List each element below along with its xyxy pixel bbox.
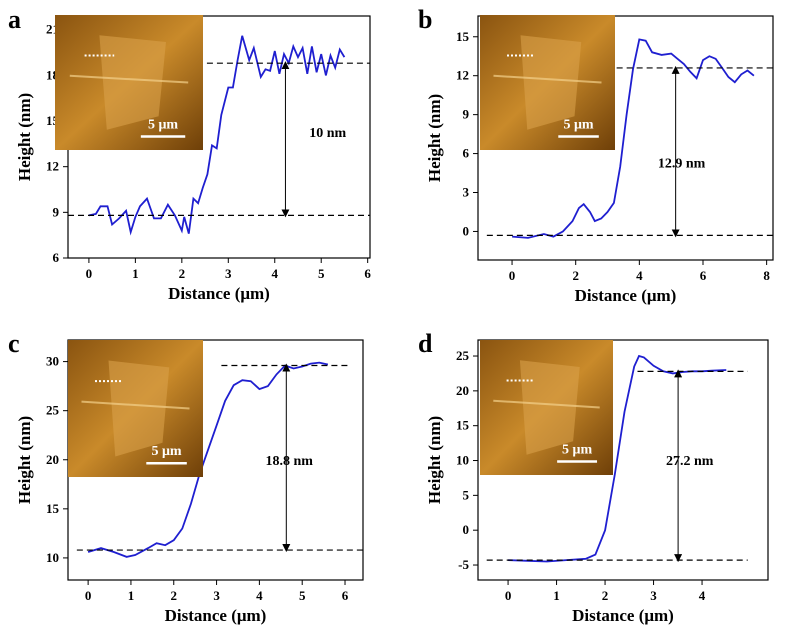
y-tick-label: 15 [456, 29, 470, 44]
y-axis-label: Height (nm) [425, 94, 444, 182]
x-tick-label: 3 [213, 588, 220, 603]
y-axis-label: Height (nm) [15, 416, 34, 504]
profile-line [87, 361, 329, 558]
scale-bar-label: 5 μm [563, 117, 593, 132]
x-tick-label: 4 [256, 588, 263, 603]
afm-feature [493, 399, 600, 409]
x-axis-label: Distance (μm) [572, 606, 674, 625]
x-axis-label: Distance (μm) [165, 606, 267, 625]
y-axis-label: Height (nm) [425, 416, 444, 504]
y-axis-label: Height (nm) [15, 93, 34, 181]
y-tick-label: 20 [456, 383, 469, 398]
afm-flake [520, 35, 582, 130]
afm-feature [493, 74, 602, 84]
x-tick-label: 4 [272, 266, 279, 281]
x-tick-label: 6 [364, 266, 371, 281]
x-tick-label: 0 [85, 588, 92, 603]
x-tick-label: 1 [553, 588, 560, 603]
scale-bar-label: 5 μm [151, 444, 181, 459]
y-tick-label: 25 [46, 403, 60, 418]
profile-line [88, 35, 346, 236]
x-tick-label: 1 [132, 266, 139, 281]
y-tick-label: 25 [456, 348, 470, 363]
x-tick-label: 4 [699, 588, 706, 603]
panel-label: c [8, 329, 20, 358]
x-tick-label: 0 [505, 588, 512, 603]
afm-flake [519, 360, 580, 455]
y-tick-label: 0 [463, 522, 470, 537]
panel: 0 1 2 3 4 5 6 10 15 20 25 30 Distance (μm) Height (nm… [8, 329, 364, 625]
afm-flake [108, 360, 170, 457]
plot-frame [477, 15, 774, 261]
y-tick-label: 9 [463, 107, 470, 122]
y-tick-label: 20 [46, 452, 59, 467]
step-height-annotation: 27.2 nm [666, 454, 714, 469]
step-height-annotation: 10 nm [309, 126, 346, 141]
y-tick-label: 30 [46, 354, 59, 369]
y-tick-label: 9 [53, 204, 60, 219]
y-tick-label: -5 [458, 557, 469, 572]
y-tick-label: 0 [463, 223, 470, 238]
y-tick-label: 12 [456, 68, 469, 83]
x-tick-label: 3 [225, 266, 232, 281]
panel: 0 2 4 6 8 0 3 6 9 12 15 Distance (μm) Height (nm) b 12… [418, 5, 774, 305]
afm-feature [81, 400, 190, 410]
profile-line [512, 38, 755, 239]
x-tick-label: 2 [171, 588, 178, 603]
x-tick-label: 2 [572, 268, 579, 283]
y-tick-label: 15 [46, 501, 60, 516]
x-tick-label: 5 [299, 588, 306, 603]
x-tick-label: 6 [342, 588, 349, 603]
afm-flake [99, 35, 166, 130]
y-tick-label: 10 [46, 550, 59, 565]
y-tick-label: 12 [46, 159, 59, 174]
x-axis-label: Distance (μm) [168, 284, 270, 303]
scale-bar-label: 5 μm [562, 442, 592, 457]
x-tick-label: 4 [636, 268, 643, 283]
plot-frame [477, 339, 769, 581]
y-tick-label: 6 [463, 146, 470, 161]
step-height-annotation: 12.9 nm [658, 156, 706, 171]
y-tick-label: 6 [53, 250, 60, 265]
x-axis-label: Distance (μm) [575, 286, 677, 305]
x-tick-label: 8 [763, 268, 770, 283]
y-tick-label: 15 [456, 418, 470, 433]
y-tick-label: 10 [456, 453, 469, 468]
panel-label: d [418, 329, 433, 358]
x-tick-label: 2 [179, 266, 186, 281]
scale-bar-label: 5 μm [148, 117, 178, 132]
step-height-annotation: 18.8 nm [266, 454, 314, 469]
panel-label: a [8, 5, 21, 34]
x-tick-label: 5 [318, 266, 325, 281]
x-tick-label: 0 [86, 266, 93, 281]
x-tick-label: 0 [509, 268, 516, 283]
y-tick-label: 3 [463, 185, 470, 200]
x-tick-label: 1 [128, 588, 135, 603]
afm-feature [69, 74, 189, 84]
panel-label: b [418, 5, 432, 34]
x-tick-label: 3 [650, 588, 657, 603]
x-tick-label: 2 [602, 588, 609, 603]
y-tick-label: 5 [463, 487, 470, 502]
x-tick-label: 6 [700, 268, 707, 283]
panel: 0 1 2 3 4 -5 0 5 10 15 20 25 Distance (μm) Height (nm… [418, 329, 769, 625]
